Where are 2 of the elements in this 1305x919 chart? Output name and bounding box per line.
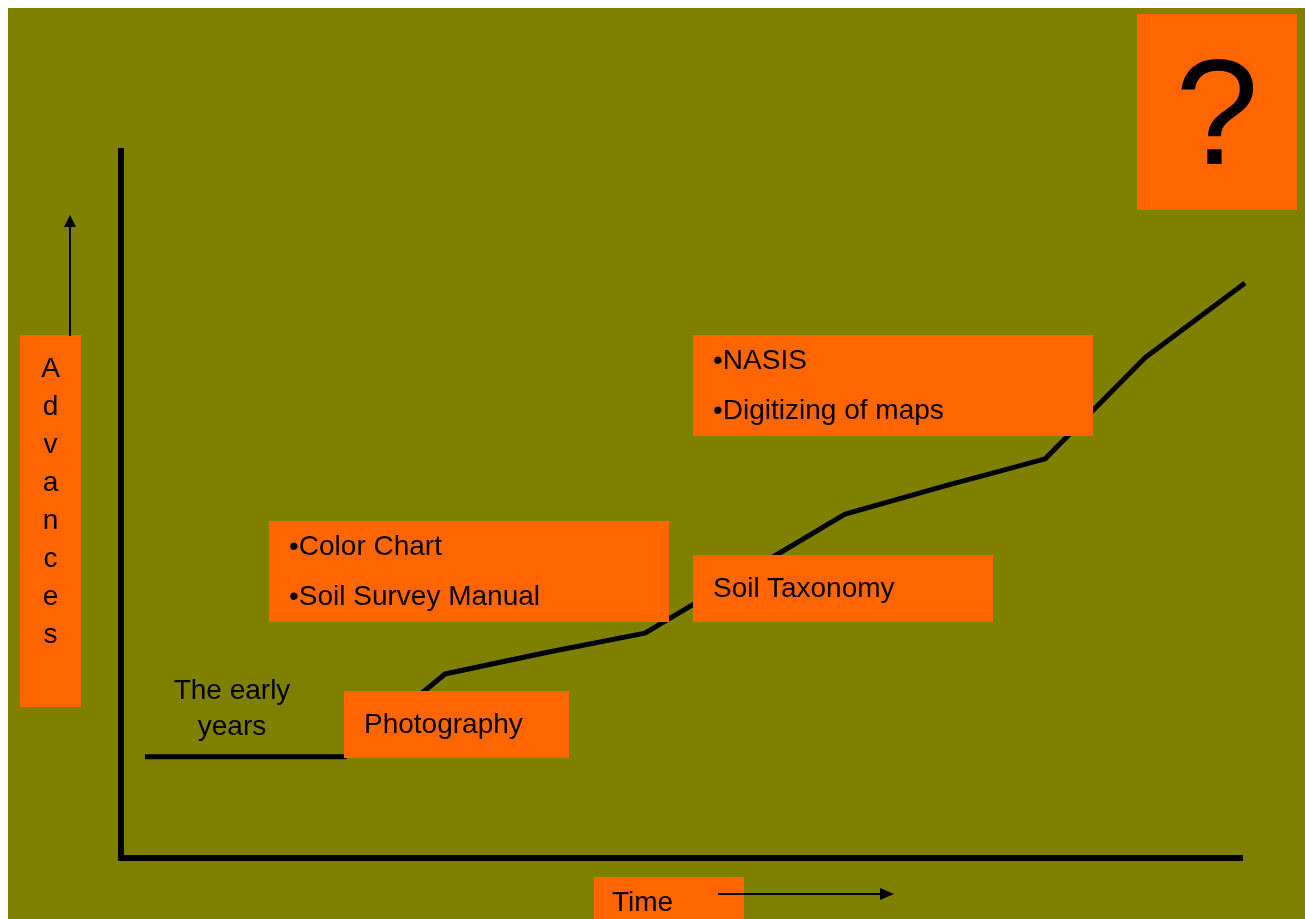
y-axis-title: Advances	[41, 351, 60, 651]
annotation: The early years	[172, 672, 292, 743]
